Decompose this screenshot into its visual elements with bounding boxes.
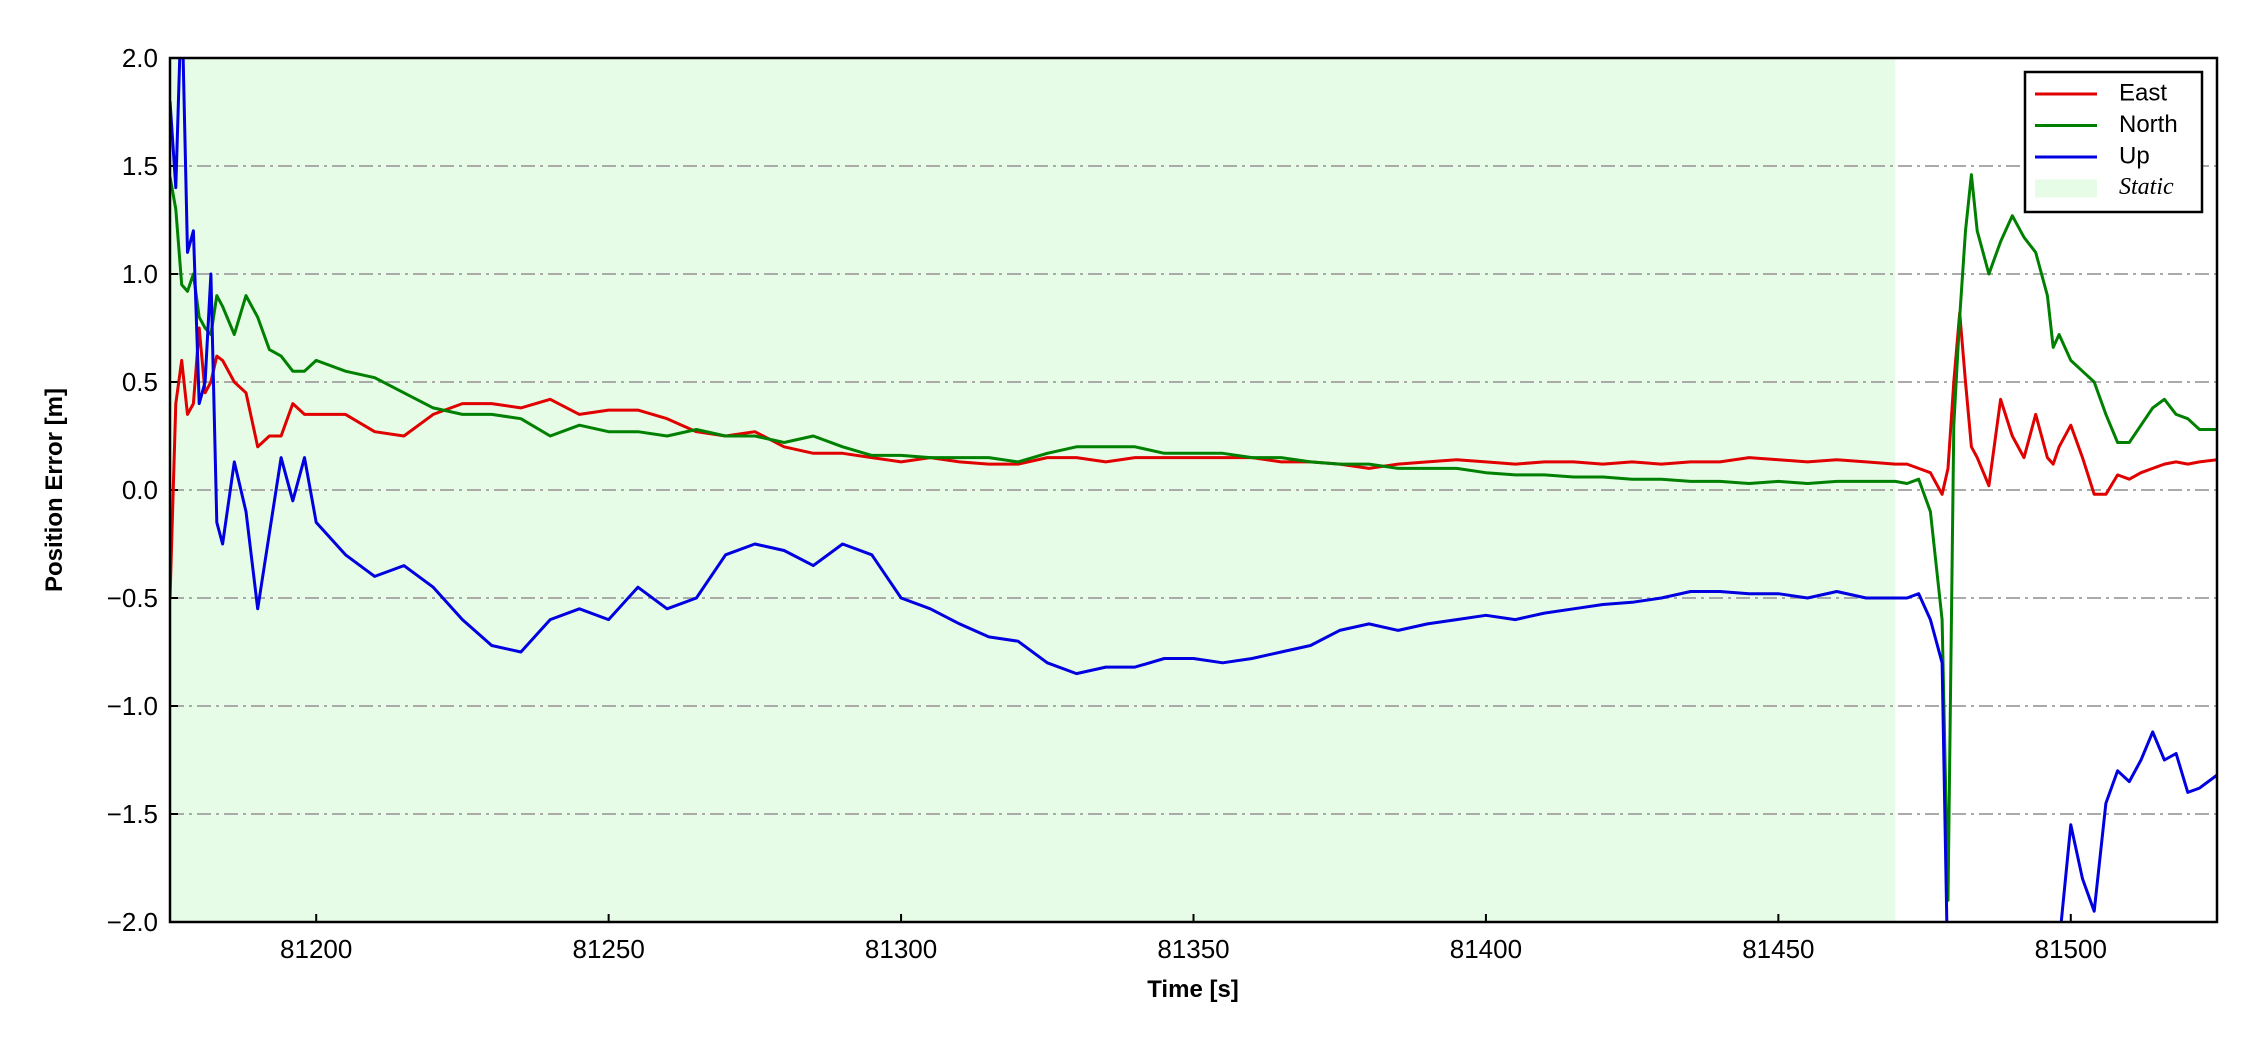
y-tick-label: 1.0 <box>122 259 158 289</box>
legend-label: Up <box>2119 142 2150 169</box>
x-tick-label: 81250 <box>572 934 644 964</box>
x-tick-label: 81400 <box>1450 934 1522 964</box>
x-tick-label: 81450 <box>1742 934 1814 964</box>
y-tick-label: 1.5 <box>122 151 158 181</box>
y-tick-label: −0.5 <box>107 583 158 613</box>
y-tick-label: 2.0 <box>122 43 158 73</box>
x-tick-label: 81200 <box>280 934 352 964</box>
y-tick-label: −2.0 <box>107 907 158 937</box>
x-axis-label: Time [s] <box>1147 976 1239 1003</box>
y-tick-label: 0.0 <box>122 475 158 505</box>
x-tick-label: 81500 <box>2035 934 2107 964</box>
series-line <box>170 58 2217 922</box>
y-tick-label: −1.0 <box>107 691 158 721</box>
series-line <box>170 173 2217 902</box>
y-tick-label: 0.5 <box>122 367 158 397</box>
legend-label: North <box>2119 111 2178 138</box>
y-tick-label: −1.5 <box>107 799 158 829</box>
legend-label: Static <box>2119 174 2174 200</box>
plot-frame <box>168 56 2219 924</box>
legend-label: East <box>2119 79 2167 106</box>
y-axis-label: Position Error [m] <box>41 388 68 592</box>
x-tick-label: 81350 <box>1157 934 1229 964</box>
legend-swatch <box>2035 179 2097 198</box>
x-tick-label: 81300 <box>865 934 937 964</box>
